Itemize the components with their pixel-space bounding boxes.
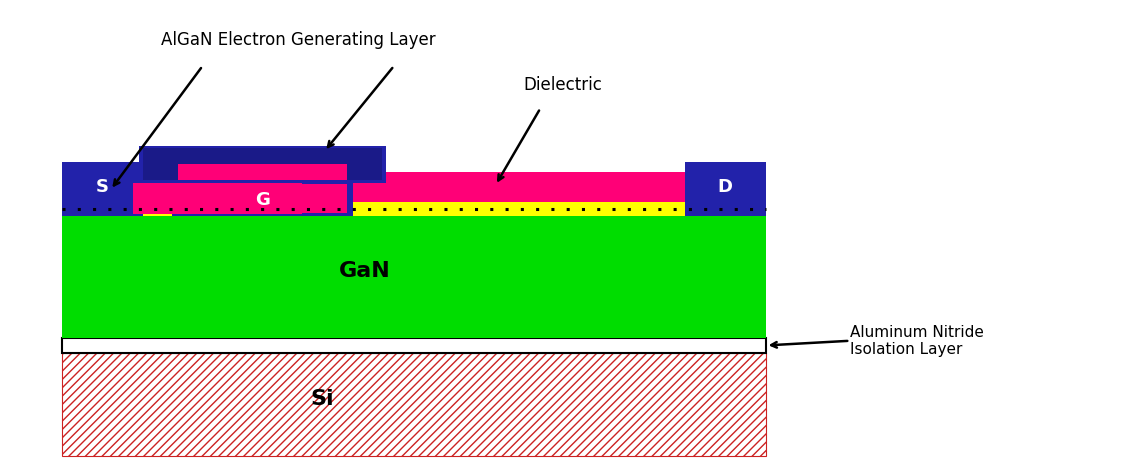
Bar <box>172 183 352 216</box>
Bar <box>133 183 302 214</box>
Bar <box>172 183 352 216</box>
Bar <box>138 146 386 183</box>
Bar <box>178 164 347 180</box>
Text: S: S <box>96 178 109 196</box>
Text: D: D <box>717 178 733 196</box>
Text: Si: Si <box>311 389 334 409</box>
Bar <box>62 338 766 352</box>
Text: Aluminum Nitride
Isolation Layer: Aluminum Nitride Isolation Layer <box>850 325 984 357</box>
Bar <box>685 162 766 216</box>
Bar <box>62 202 766 216</box>
Text: Dielectric: Dielectric <box>524 76 602 94</box>
Text: GaN: GaN <box>339 261 391 281</box>
Text: G: G <box>256 191 270 209</box>
Bar <box>62 162 143 216</box>
Bar <box>62 352 766 456</box>
Bar <box>62 216 766 338</box>
Bar <box>178 184 347 213</box>
Bar <box>172 183 352 216</box>
Bar <box>62 172 766 202</box>
Text: AlGaN Electron Generating Layer: AlGaN Electron Generating Layer <box>161 31 436 49</box>
Bar <box>143 148 382 180</box>
